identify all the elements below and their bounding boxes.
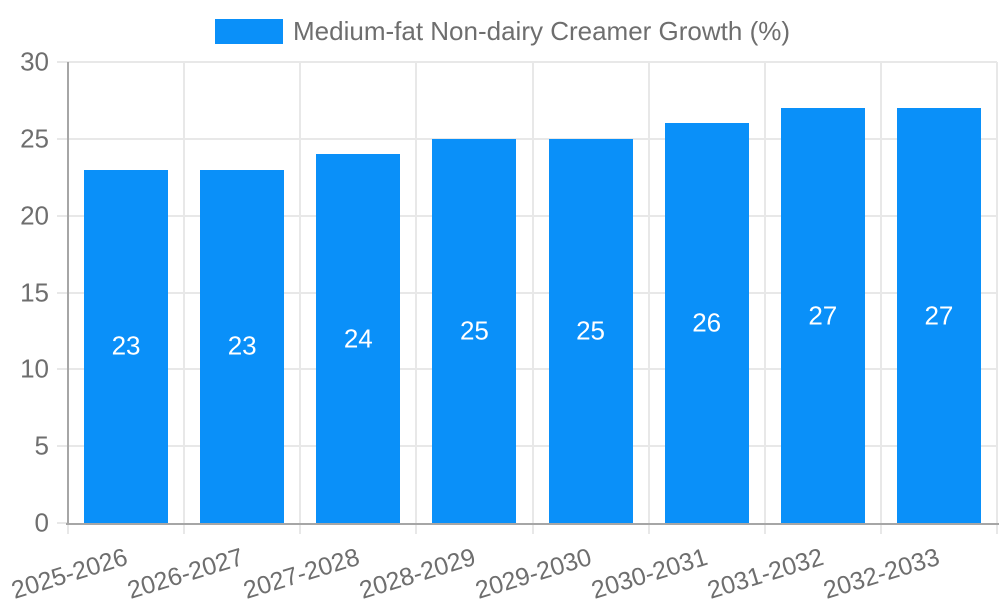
y-tick-label: 25	[20, 123, 49, 154]
x-tick-label: 2032-2033	[820, 543, 944, 600]
y-tick	[57, 137, 68, 140]
v-gridline	[763, 62, 766, 523]
bar	[200, 169, 285, 523]
y-tick	[57, 61, 68, 63]
bar-value-label: 25	[576, 315, 606, 346]
x-tick-label: 2028-2029	[356, 543, 479, 600]
y-tick-label: 20	[20, 200, 49, 231]
bar-value-label: 26	[692, 307, 722, 338]
legend-swatch	[215, 18, 283, 44]
x-tick	[763, 523, 766, 534]
x-tick	[67, 523, 69, 534]
v-gridline	[531, 62, 534, 523]
bar-value-label: 23	[227, 330, 257, 361]
y-tick-label: 15	[20, 277, 49, 307]
bar-value-label: 23	[111, 330, 141, 361]
y-axis-line	[67, 62, 69, 525]
y-tick	[57, 214, 68, 217]
y-tick-label: 30	[20, 46, 49, 77]
y-tick	[57, 445, 68, 448]
x-tick-label: 2027-2028	[239, 543, 363, 600]
x-tick-label: 2026-2027	[123, 543, 247, 600]
x-tick	[879, 523, 882, 534]
y-tick-label: 5	[34, 430, 49, 461]
x-tick	[299, 523, 302, 534]
v-gridline	[879, 62, 882, 523]
y-tick-label: 10	[20, 353, 49, 384]
x-tick	[415, 523, 418, 534]
x-tick-label: 2029-2030	[472, 543, 595, 600]
bar	[780, 108, 865, 523]
y-tick	[57, 291, 68, 294]
x-tick	[647, 523, 650, 534]
bar-value-label: 27	[924, 300, 954, 331]
bar	[316, 154, 401, 523]
bar	[432, 138, 517, 523]
v-gridline	[415, 62, 418, 523]
v-gridline	[299, 62, 302, 523]
bar-value-label: 24	[343, 323, 373, 354]
bar	[896, 108, 981, 523]
y-tick	[57, 368, 68, 371]
x-tick-label: 2025-2026	[7, 543, 131, 600]
x-axis-line	[66, 523, 999, 525]
x-tick-label: 2030-2031	[588, 543, 711, 600]
y-tick	[57, 522, 68, 524]
x-tick	[996, 523, 998, 534]
bar-value-label: 25	[459, 315, 489, 346]
bar	[548, 138, 633, 523]
x-tick	[531, 523, 534, 534]
v-gridline	[647, 62, 650, 523]
bar	[664, 123, 749, 523]
v-gridline	[183, 62, 186, 523]
bar-value-label: 27	[808, 300, 838, 331]
x-tick-label: 2031-2032	[704, 543, 827, 600]
legend-label: Medium-fat Non-dairy Creamer Growth (%)	[293, 16, 791, 46]
chart-legend[interactable]: Medium-fat Non-dairy Creamer Growth (%)	[215, 17, 790, 45]
x-tick	[183, 523, 186, 534]
v-gridline	[996, 62, 998, 523]
bar	[84, 169, 169, 523]
y-tick-label: 0	[34, 507, 49, 538]
